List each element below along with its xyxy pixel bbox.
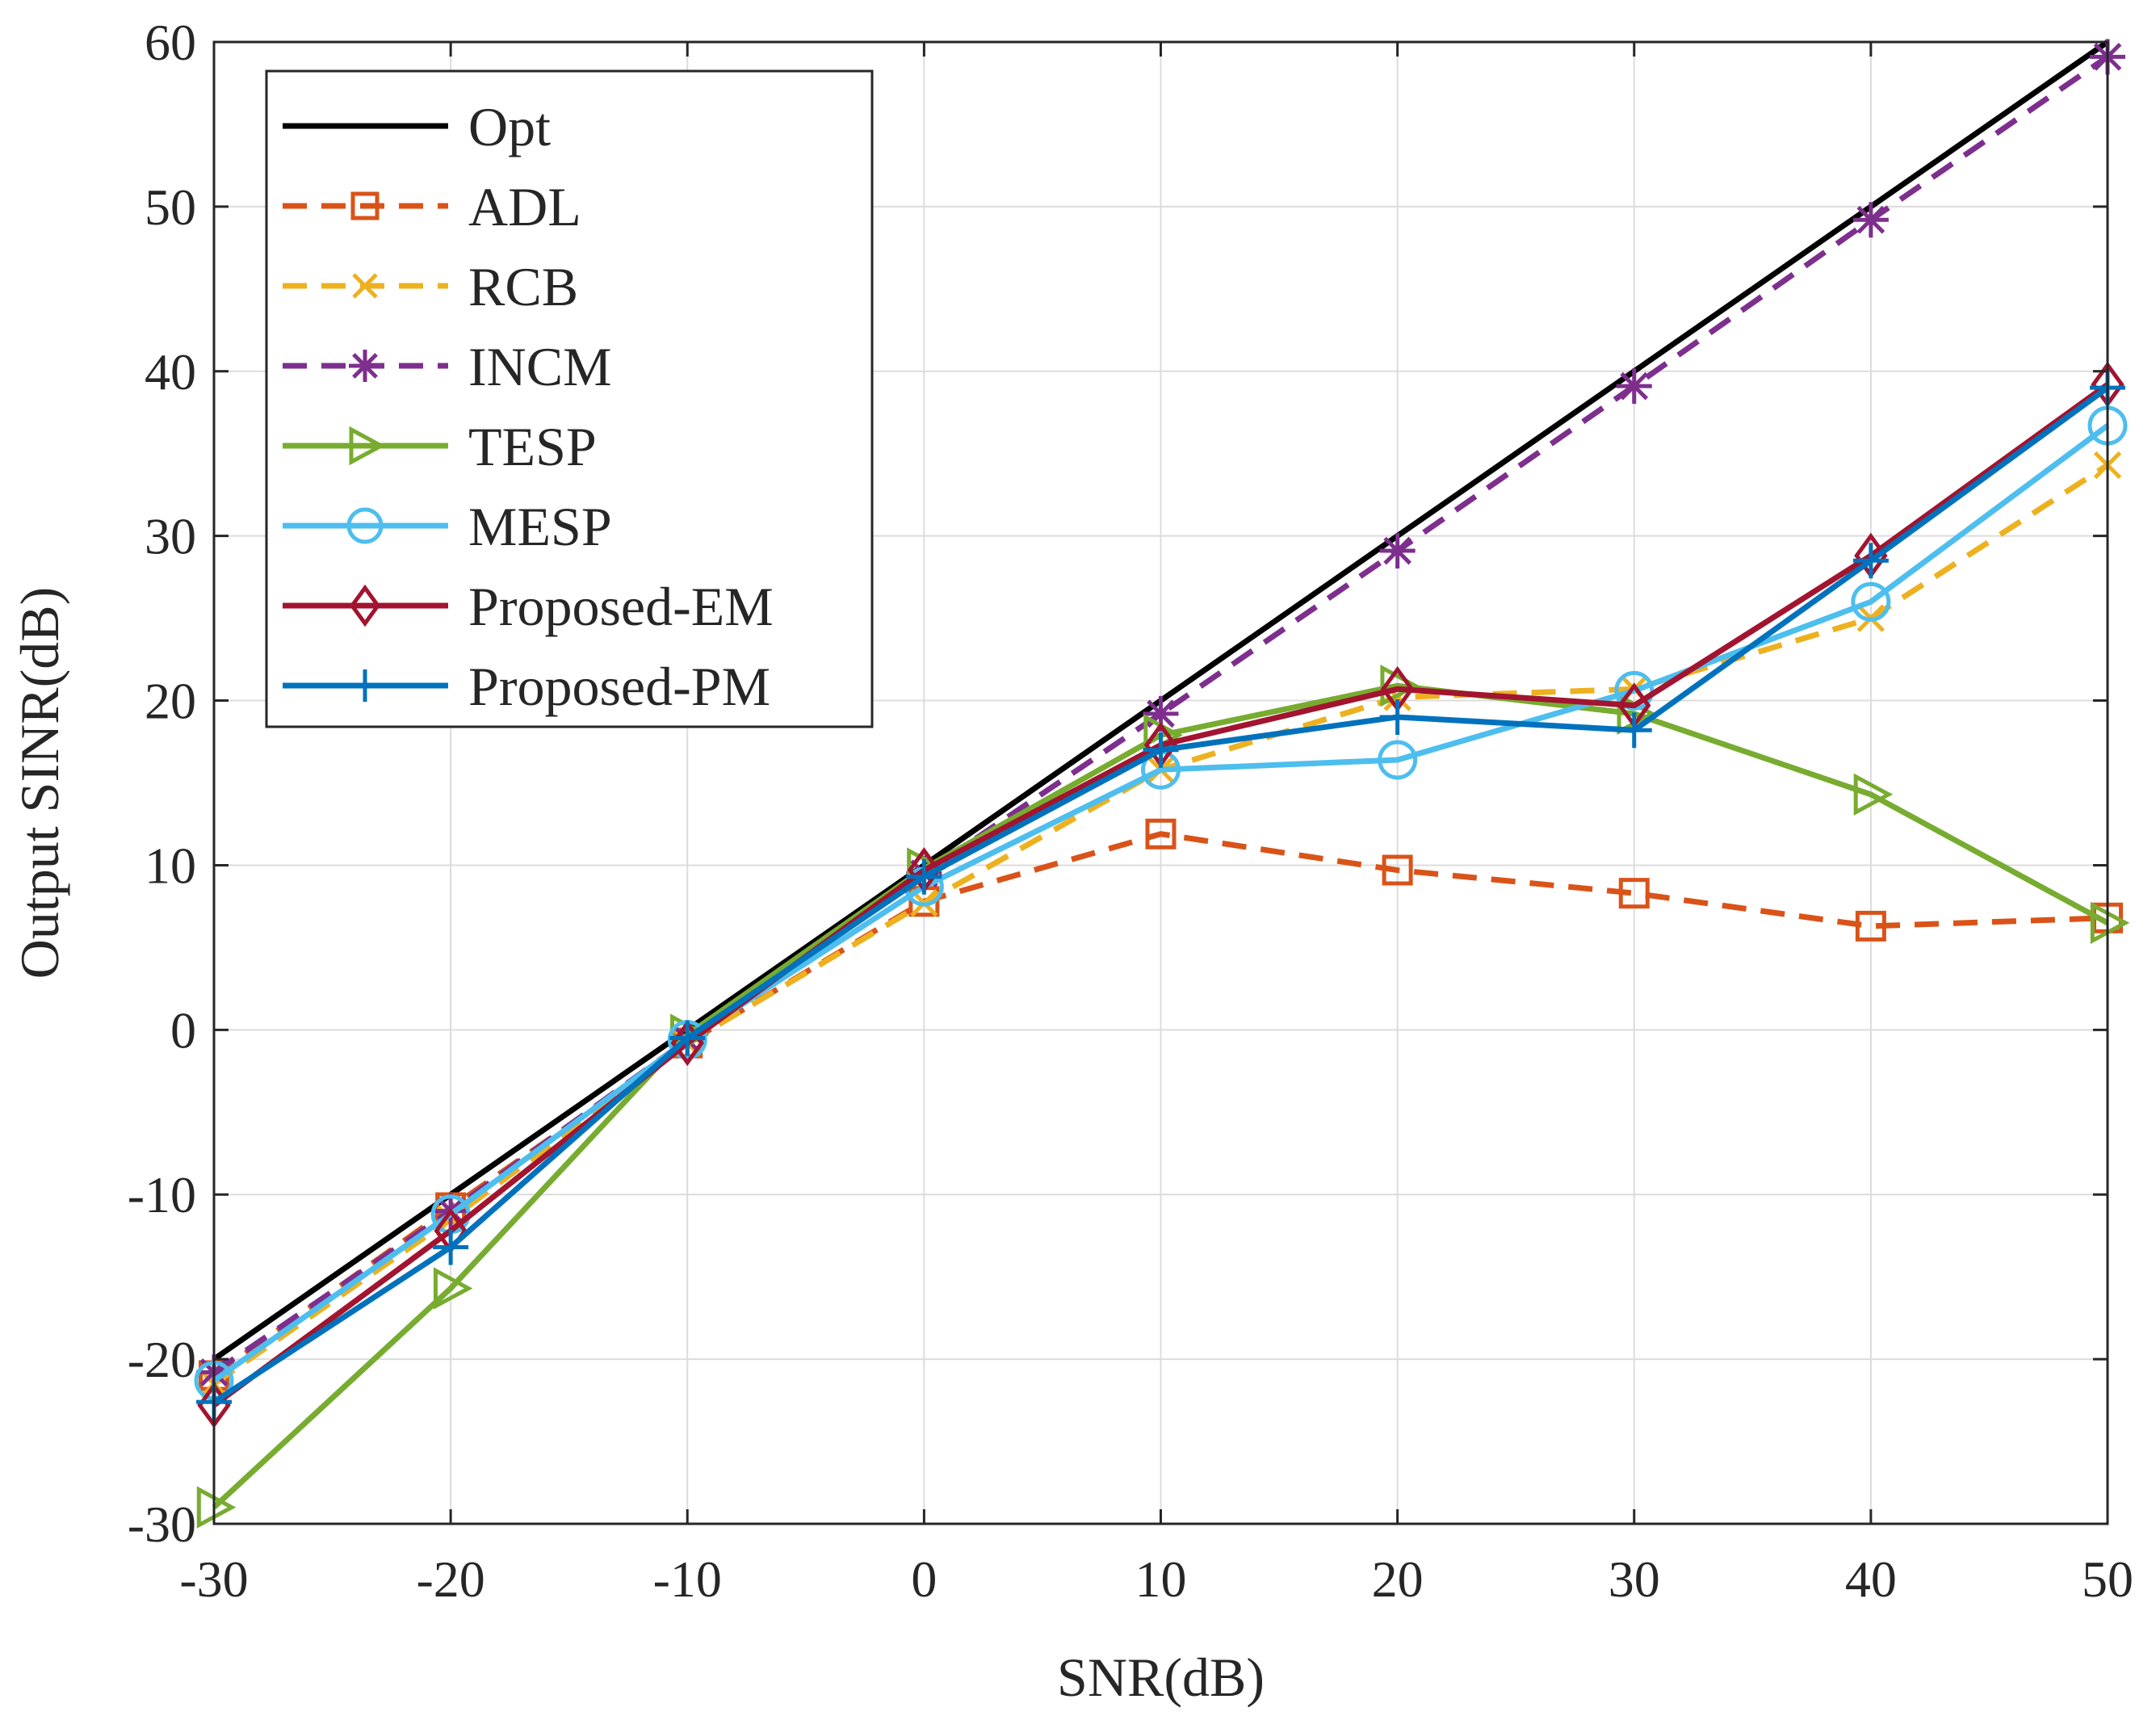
data-point-adl xyxy=(1145,818,1177,850)
legend-marker xyxy=(352,273,378,299)
y-tick-label: 0 xyxy=(170,1001,196,1059)
legend-item-adl: ADL xyxy=(283,176,581,237)
x-tick-label: 20 xyxy=(1372,1550,1424,1608)
data-point-tesp xyxy=(2090,901,2130,945)
data-point-tesp xyxy=(1853,773,1894,816)
x-tick-label: -10 xyxy=(653,1550,722,1608)
y-axis-label: Output SINR(dB) xyxy=(9,587,70,979)
x-tick-label: 40 xyxy=(1845,1550,1897,1608)
data-point-proposed-pm xyxy=(1616,712,1652,749)
data-point-proposed-pm xyxy=(433,1229,469,1265)
y-tick-label: -10 xyxy=(128,1166,196,1223)
series-line-incm xyxy=(212,54,2109,1375)
y-tick-label: 30 xyxy=(145,508,196,565)
data-point-adl xyxy=(1855,910,1886,942)
data-point-adl xyxy=(908,886,940,917)
series-layer xyxy=(194,39,2130,1529)
series-proposed-pm xyxy=(196,370,2125,1420)
data-point-proposed-pm xyxy=(669,1020,706,1056)
legend-item-rcb: RCB xyxy=(283,256,578,317)
y-tick-label: 10 xyxy=(145,837,196,894)
y-tick-label: 50 xyxy=(145,178,196,236)
grid-lines xyxy=(213,41,2108,1525)
legend-label: TESP xyxy=(468,416,597,477)
legend-marker xyxy=(349,669,381,702)
legend: Opt ADL RCB INCM TESP MESP Proposed-EM Proposed… xyxy=(265,69,874,728)
legend-item-proposed-em: Proposed-EM xyxy=(283,576,774,637)
series-tesp xyxy=(196,665,2130,1529)
data-point-tesp xyxy=(1380,665,1420,707)
x-tick-label: -20 xyxy=(416,1550,484,1608)
series-line-mesp xyxy=(212,423,2110,1383)
x-tick-label: 30 xyxy=(1609,1550,1660,1608)
data-point-incm xyxy=(1616,368,1652,405)
legend-marker xyxy=(349,350,381,382)
x-tick-label: 50 xyxy=(2082,1550,2133,1608)
y-tick-label: -30 xyxy=(128,1496,196,1553)
data-point-proposed-pm xyxy=(1143,732,1179,768)
legend-marker xyxy=(349,584,381,627)
data-point-tesp xyxy=(433,1267,473,1310)
legend-marker xyxy=(346,507,384,544)
data-point-proposed-pm xyxy=(906,858,942,895)
legend-label: INCM xyxy=(468,336,612,397)
legend-label: ADL xyxy=(468,176,581,237)
data-point-mesp xyxy=(1378,740,1418,780)
legend-label: RCB xyxy=(468,256,578,317)
legend-label: Proposed-PM xyxy=(468,656,770,717)
legend-label: MESP xyxy=(468,496,612,557)
y-tick-label: 40 xyxy=(145,343,196,401)
data-point-mesp xyxy=(1614,670,1655,711)
data-point-incm xyxy=(1143,695,1179,732)
y-tick-label: -20 xyxy=(128,1331,196,1388)
data-point-incm xyxy=(1852,202,1889,238)
x-tick-label: 0 xyxy=(911,1550,937,1608)
axis-ticks: -30 -20 -10 0 10 20 30 40 50 -30 -20 -10 0 10 20 30 40 50… xyxy=(128,14,2133,1608)
data-point-mesp xyxy=(1851,581,1891,622)
data-point-tesp xyxy=(196,1486,237,1529)
data-point-proposed-pm xyxy=(1852,543,1889,579)
data-point-adl xyxy=(1382,854,1413,886)
x-tick-label: 10 xyxy=(1135,1550,1187,1608)
legend-item-mesp: MESP xyxy=(283,496,612,557)
legend-label: Proposed-EM xyxy=(468,576,774,637)
legend-item-proposed-pm: Proposed-PM xyxy=(283,656,770,717)
x-axis-label: SNR(dB) xyxy=(1057,1647,1265,1708)
legend-marker xyxy=(350,191,380,220)
series-line-adl xyxy=(212,831,2108,1378)
legend-item-incm: INCM xyxy=(283,336,612,397)
y-tick-label: 60 xyxy=(145,14,196,71)
data-point-adl xyxy=(1618,878,1650,909)
data-point-incm xyxy=(1379,533,1416,569)
data-point-proposed-pm xyxy=(1379,699,1416,735)
legend-label: Opt xyxy=(468,96,551,157)
legend-marker xyxy=(349,426,386,466)
legend-item-opt: Opt xyxy=(283,96,551,157)
x-tick-label: -30 xyxy=(179,1550,248,1608)
y-tick-label: 20 xyxy=(145,673,196,730)
legend-item-tesp: TESP xyxy=(283,416,597,477)
